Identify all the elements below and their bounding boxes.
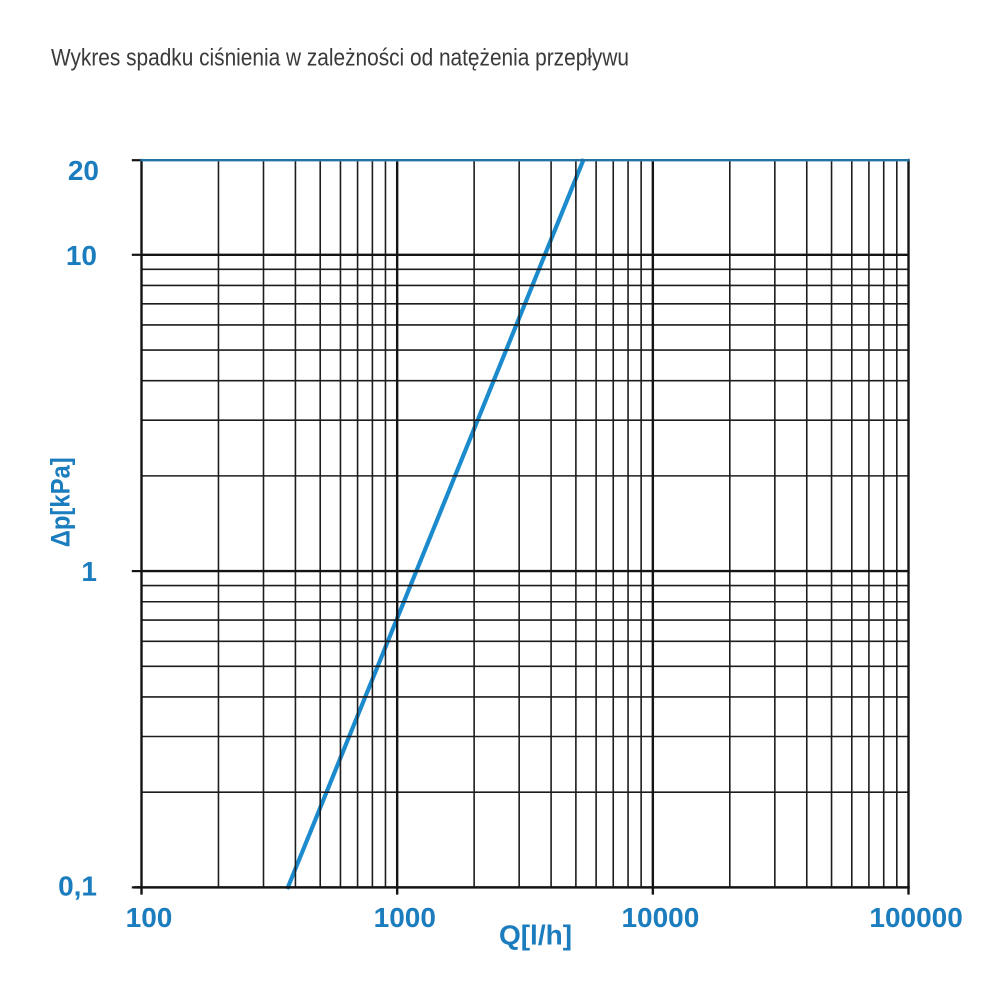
svg-text:10: 10 [66, 240, 97, 271]
svg-text:1000: 1000 [374, 902, 436, 933]
svg-text:1: 1 [81, 556, 97, 587]
svg-text:100: 100 [126, 902, 173, 933]
svg-text:10000: 10000 [621, 902, 699, 933]
svg-text:Δp[kPa]: Δp[kPa] [46, 457, 76, 547]
svg-text:0,1: 0,1 [58, 871, 97, 902]
svg-text:20: 20 [68, 155, 99, 186]
svg-text:Q[l/h]: Q[l/h] [499, 920, 572, 951]
svg-text:Wykres spadku ciśnienia w zale: Wykres spadku ciśnienia w zależności od … [51, 44, 629, 71]
svg-text:100000: 100000 [869, 902, 962, 933]
